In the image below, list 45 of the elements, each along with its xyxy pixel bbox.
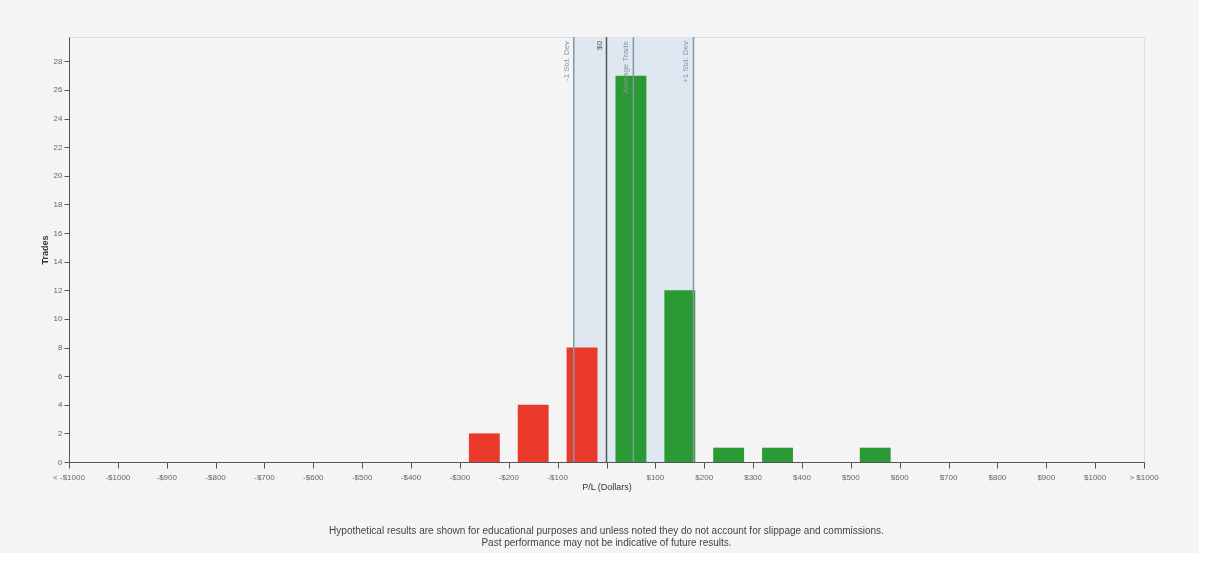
x-tick-label: $500 <box>841 473 861 482</box>
x-tick-label: $900 <box>1037 473 1056 482</box>
text: Past performance may not be indicative of future results. <box>481 536 732 548</box>
x-tick-label: -$600 <box>303 473 325 482</box>
y-tick-label: 4 <box>58 400 64 410</box>
y-tick-label: 14 <box>53 257 64 267</box>
x-axis-title: P/L (Dollars) <box>582 482 632 492</box>
text: Hypothetical results are shown for educational purposes and unless noted they do not account for slippage and commissions. <box>329 524 884 536</box>
y-tick-label: 22 <box>53 142 64 152</box>
y-tick-label: 26 <box>53 85 64 95</box>
ref-line-label: Average Trade <box>621 40 631 94</box>
x-tick-label: $300 <box>744 473 763 482</box>
y-tick-label: 2 <box>58 428 64 438</box>
x-tick-label: -$800 <box>205 473 227 482</box>
x-tick-label: $400 <box>793 473 812 482</box>
x-tick-label: -$400 <box>400 473 422 482</box>
x-tick-label: < -$1000 <box>53 473 86 482</box>
x-tick-label: -$500 <box>351 473 373 482</box>
x-tick-label: -$200 <box>498 473 520 482</box>
x-tick-label: $200 <box>695 473 714 482</box>
x-tick-label: > $1000 <box>1129 473 1160 482</box>
y-tick-label: 20 <box>53 171 64 181</box>
x-tick-label: $100 <box>646 473 665 482</box>
y-tick-label: 0 <box>58 457 64 467</box>
y-tick-label: 24 <box>53 114 64 124</box>
y-tick-label: 16 <box>53 228 64 238</box>
x-tick-label: $800 <box>988 473 1007 482</box>
x-tick-label: -$1000 <box>105 473 131 482</box>
x-tick-label: -$100 <box>547 473 569 482</box>
y-tick-label: 8 <box>58 343 64 353</box>
x-tick-label: -$900 <box>156 473 178 482</box>
y-axis-title: Trades <box>39 235 50 265</box>
x-tick-label: $700 <box>939 473 958 482</box>
x-tick-label: $600 <box>890 473 910 482</box>
ref-line-label: -1 Std. Dev <box>561 41 571 82</box>
y-tick-label: 10 <box>53 314 64 324</box>
x-tick-label: $1000 <box>1084 473 1107 482</box>
y-tick-label: 28 <box>53 56 64 66</box>
x-tick-label: -$300 <box>449 473 471 482</box>
y-tick-label: 6 <box>58 371 64 381</box>
ref-line-label: +1 Std. Dev <box>681 41 691 84</box>
x-tick-label: -$700 <box>254 473 276 482</box>
ref-line-label: $0 <box>594 40 604 50</box>
y-tick-label: 12 <box>53 285 64 295</box>
y-tick-label: 18 <box>53 199 64 209</box>
